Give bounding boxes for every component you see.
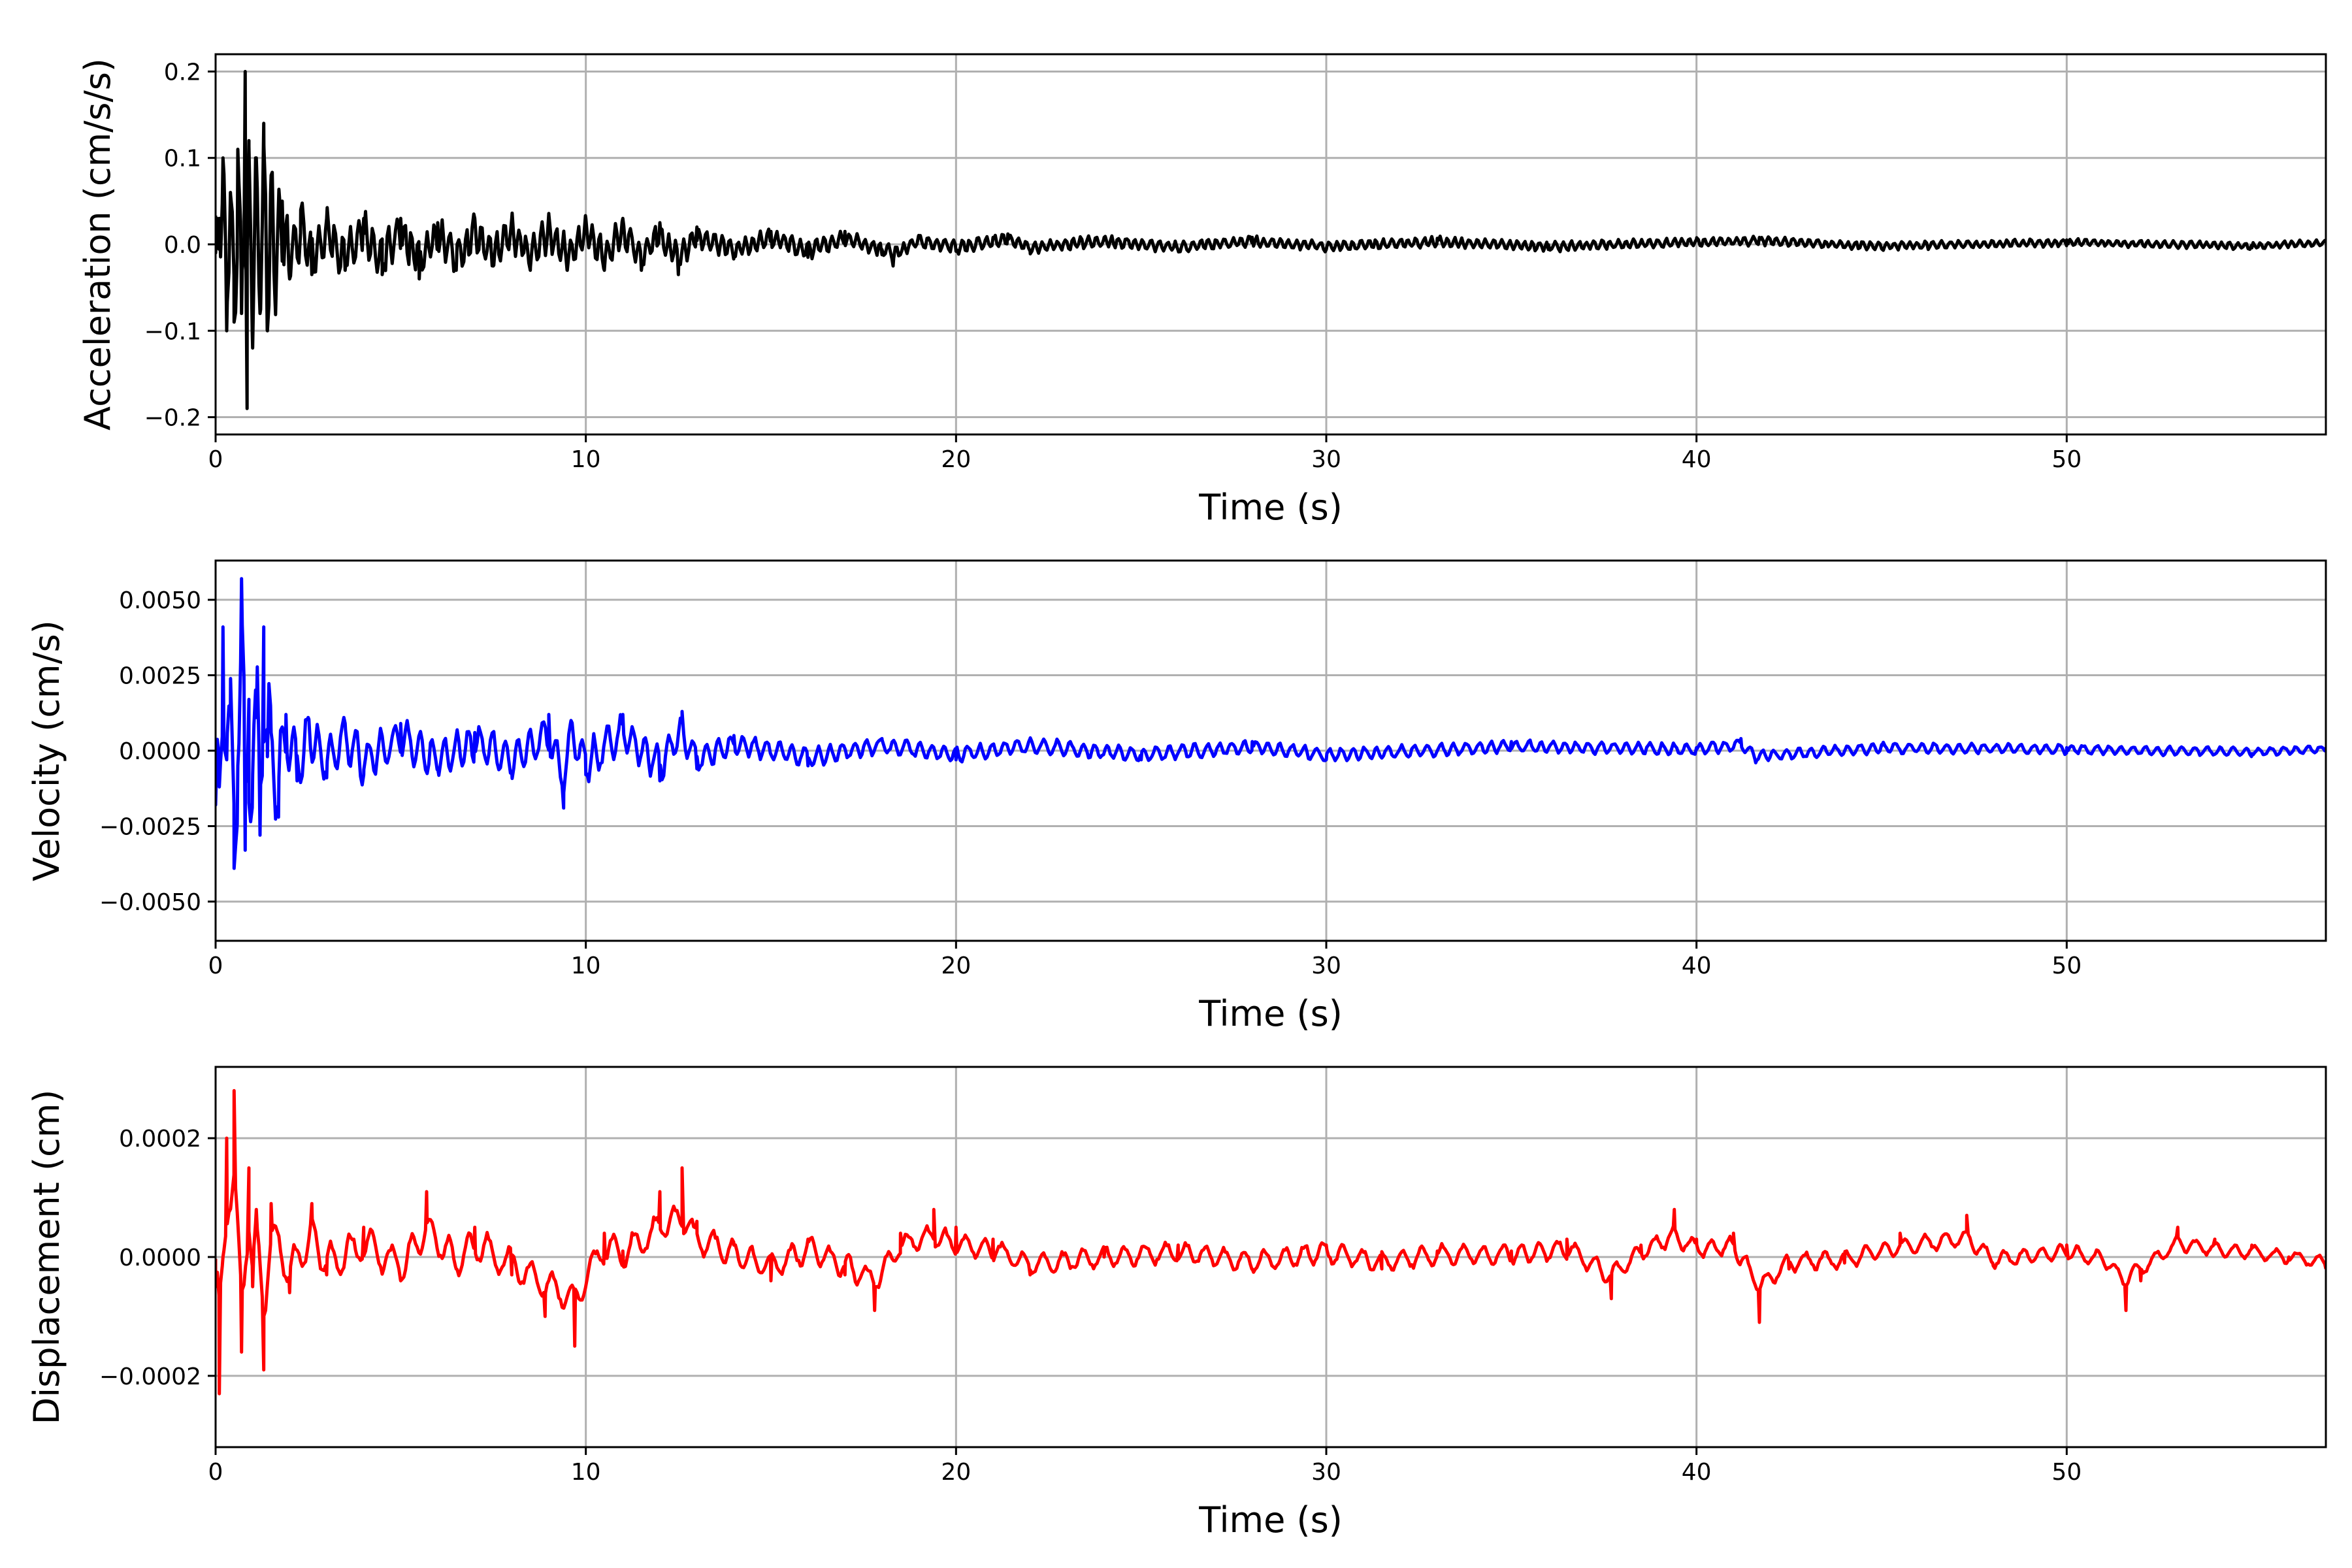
acceleration-xtick-label: 30 [1311,446,1341,473]
velocity-ytick-label: −0.0025 [99,813,201,840]
acceleration-ytick-label: 0.1 [164,146,201,172]
velocity-ytick-label: 0.0000 [119,738,201,765]
velocity-xtick-label: 30 [1311,953,1341,979]
acceleration-series-line [216,70,2326,410]
displacement-subplot: 0 10 20 30 40 50 −0.0002 0.0000 0.0002 Time (s) Di… [26,1066,2327,1541]
displacement-xtick-label: 30 [1311,1459,1341,1486]
acceleration-ytick-label: 0.0 [164,232,201,259]
acceleration-xtick-label: 50 [2051,446,2082,473]
acceleration-subplot: 0 10 20 30 40 50 −0.2 −0.1 0.0 0.1 0.2 Time (s) Acce… [77,53,2327,528]
velocity-xtick-label: 0 [208,953,223,979]
velocity-xtick-label: 50 [2051,953,2082,979]
displacement-xtick-label: 0 [208,1459,223,1486]
acceleration-ytick-label: −0.1 [144,318,201,345]
displacement-ytick-label: 0.0000 [119,1245,201,1271]
displacement-xtick-label: 50 [2051,1459,2082,1486]
velocity-subplot: 0 10 20 30 40 50 −0.0050 −0.0025 0.0000 0.0025 0.0… [26,559,2327,1034]
displacement-xtick-label: 10 [571,1459,601,1486]
acceleration-xtick-label: 0 [208,446,223,473]
displacement-ytick-label: 0.0002 [119,1126,201,1152]
velocity-yaxis-label: Velocity (cm/s) [26,620,67,881]
displacement-xaxis-label: Time (s) [1198,1499,1343,1541]
displacement-yaxis-label: Displacement (cm) [26,1090,67,1425]
velocity-ytick-label: −0.0050 [99,889,201,916]
velocity-xaxis-label: Time (s) [1198,993,1343,1034]
acceleration-xtick-label: 40 [1682,446,1712,473]
displacement-xtick-label: 20 [941,1459,971,1486]
acceleration-ytick-label: 0.2 [164,59,201,86]
acceleration-xaxis-label: Time (s) [1198,487,1343,528]
displacement-series-line [216,1088,2326,1396]
acceleration-xtick-label: 10 [571,446,601,473]
velocity-xtick-label: 20 [941,953,971,979]
velocity-xtick-label: 10 [571,953,601,979]
acceleration-yaxis-label: Acceleration (cm/s/s) [77,58,118,431]
acceleration-xtick-label: 20 [941,446,971,473]
displacement-ytick-label: −0.0002 [99,1364,201,1390]
acceleration-ytick-label: −0.2 [144,405,201,432]
velocity-xtick-label: 40 [1682,953,1712,979]
displacement-xtick-label: 40 [1682,1459,1712,1486]
velocity-ytick-label: 0.0050 [119,587,201,614]
velocity-series-line [216,577,2326,870]
velocity-ytick-label: 0.0025 [119,663,201,690]
